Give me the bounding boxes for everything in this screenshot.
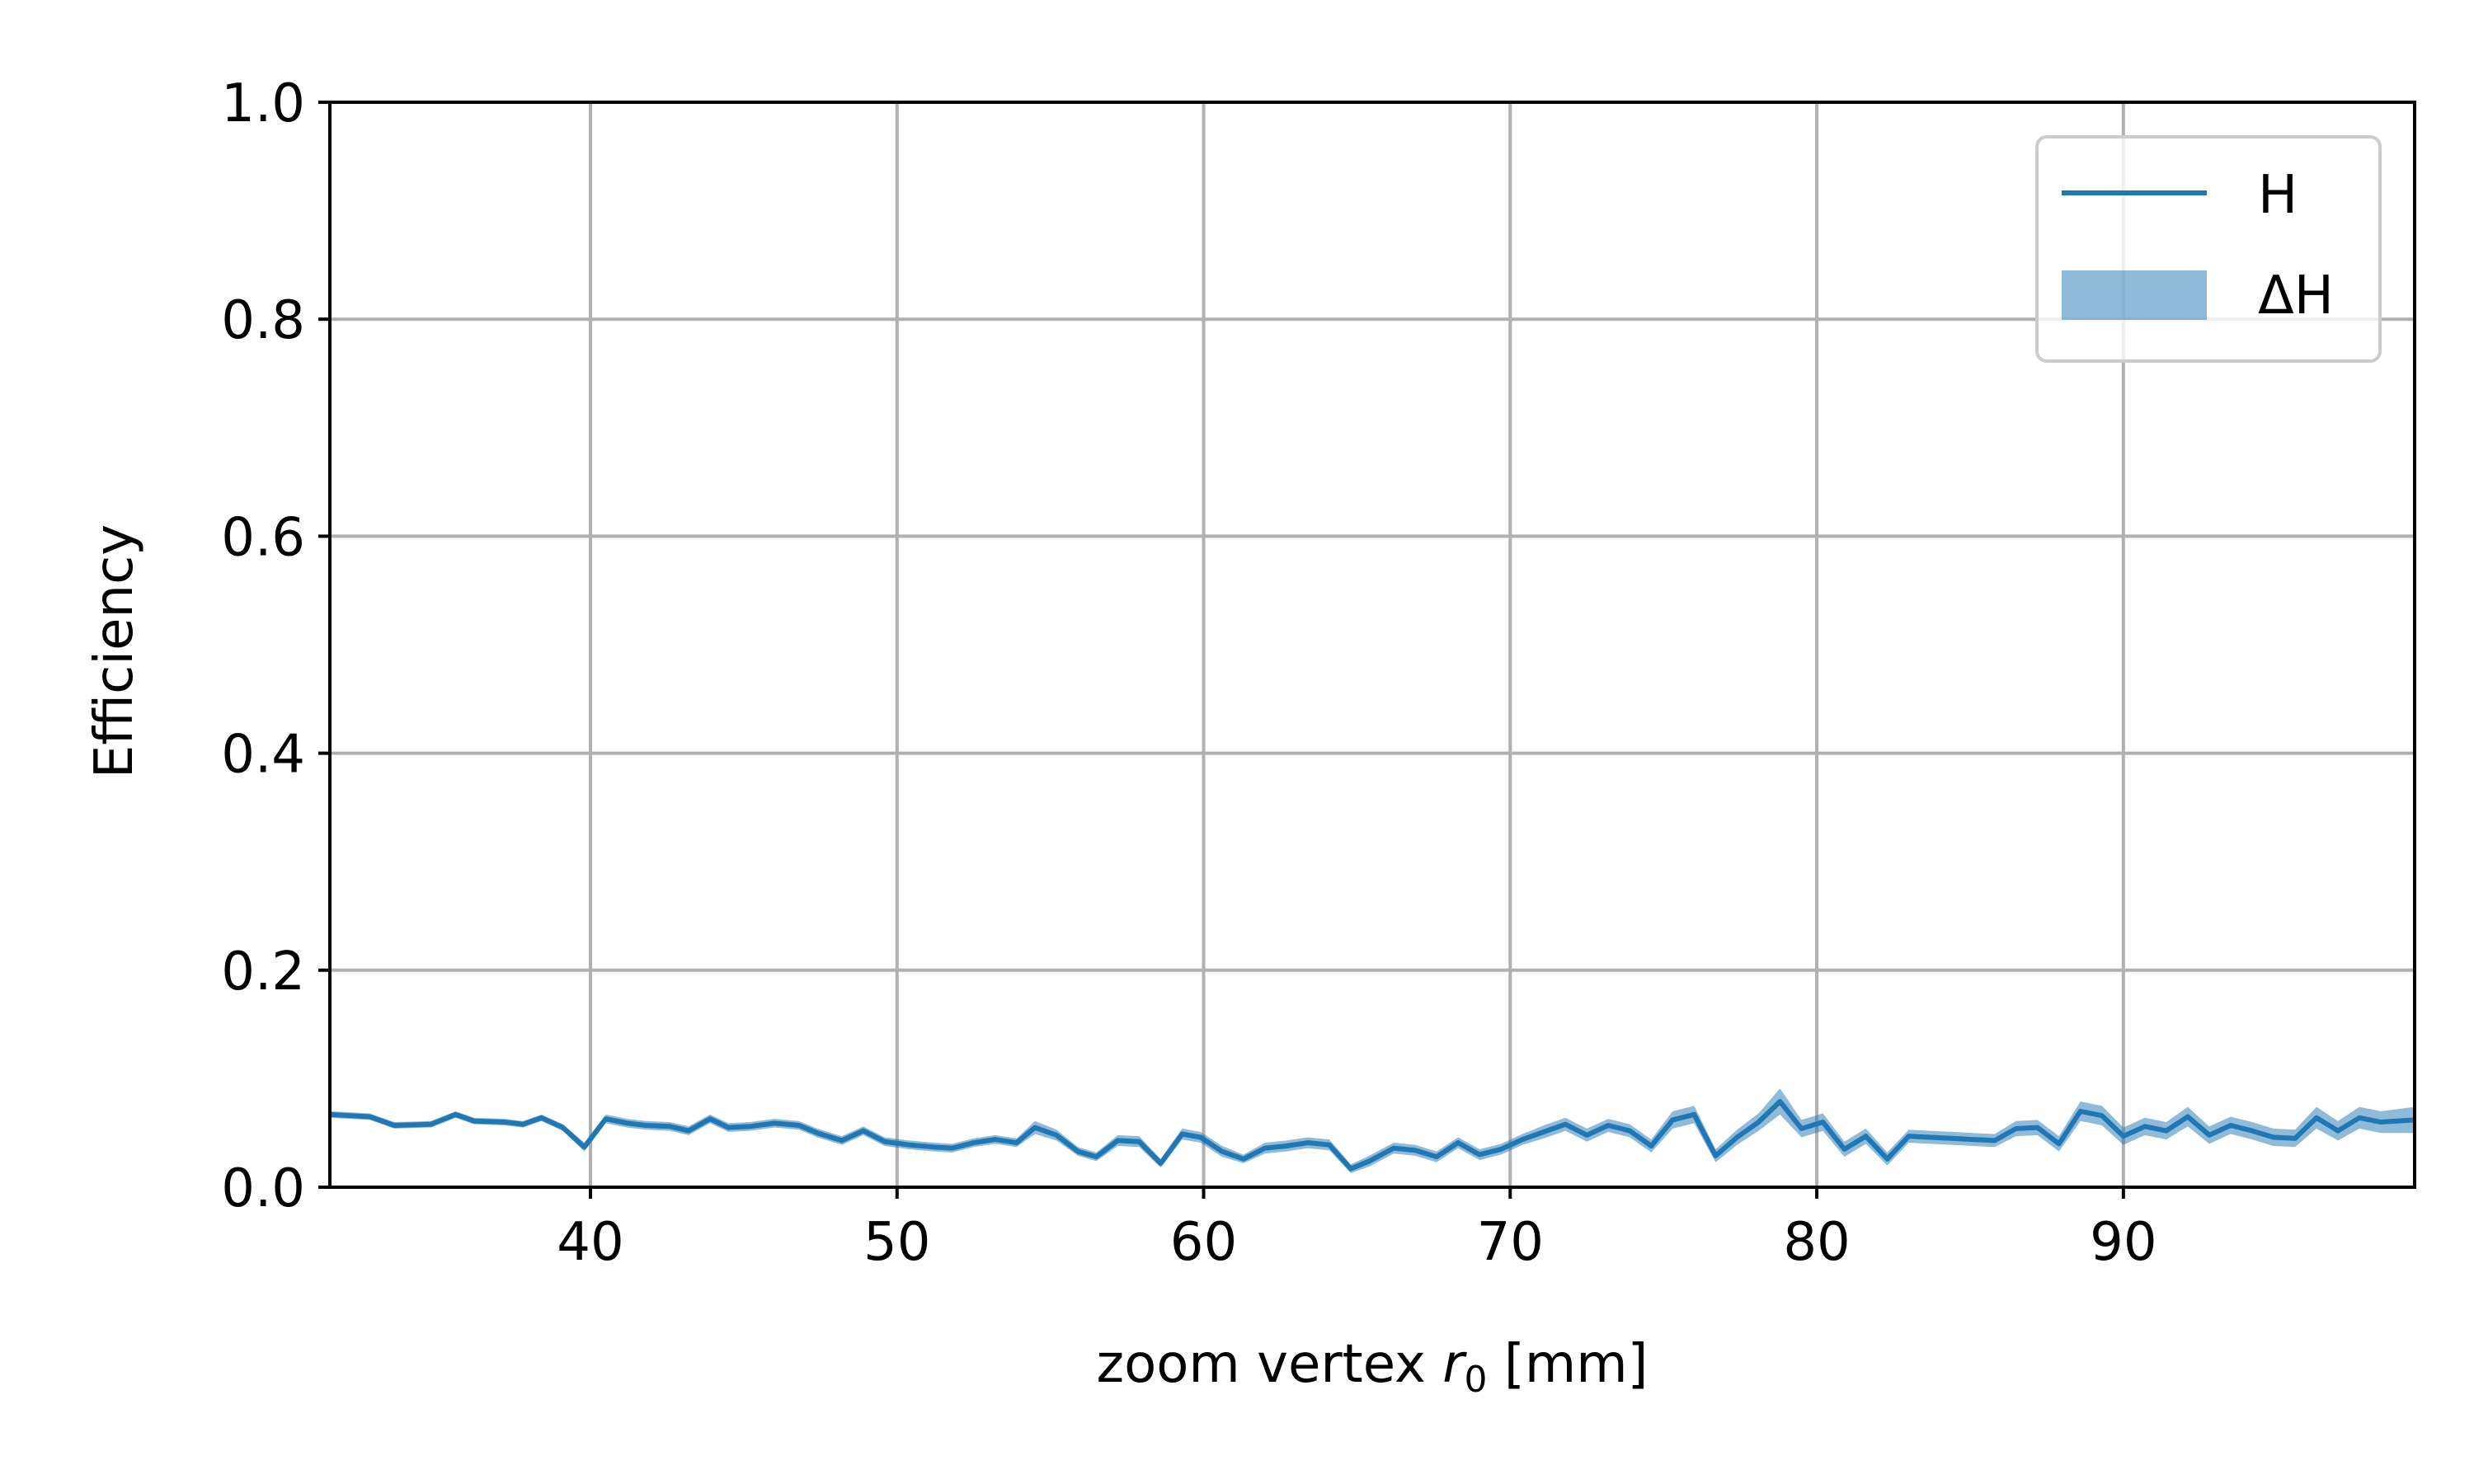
series-line-layer <box>329 1099 2415 1172</box>
plot-frame <box>328 101 2416 1189</box>
legend-box <box>2035 135 2382 363</box>
legend-label-h: H <box>2258 165 2298 226</box>
x-axis-title-suffix: [mm] <box>1488 1334 1649 1395</box>
y-axis-ticks: 0.0 0.2 0.4 0.6 0.8 1.0 <box>221 73 330 1219</box>
legend: H ΔH <box>2035 135 2382 363</box>
x-tick-label-3: 70 <box>1477 1212 1544 1273</box>
y-tick-label-1: 0.2 <box>221 942 305 1003</box>
y-tick-label-0: 0.0 <box>221 1158 305 1219</box>
series-line-0 <box>329 1099 2415 1172</box>
x-axis-ticks: 40 50 60 70 80 90 <box>557 1187 2157 1273</box>
y-tick-label-2: 0.4 <box>221 725 305 786</box>
x-axis-title-prefix: zoom vertex <box>1097 1334 1443 1395</box>
x-tick-label-2: 60 <box>1170 1212 1237 1273</box>
y-tick-label-5: 1.0 <box>221 73 305 134</box>
y-tick-label-3: 0.6 <box>221 507 305 568</box>
y-axis-title: Efficiency <box>84 524 145 778</box>
x-axis-title-sub: 0 <box>1465 1359 1488 1401</box>
legend-band-swatch <box>2062 270 2207 320</box>
x-tick-label-1: 50 <box>863 1212 930 1273</box>
x-axis-title-var: r <box>1442 1334 1467 1395</box>
legend-label-delta-h: ΔH <box>2258 265 2334 326</box>
x-tick-label-5: 90 <box>2090 1212 2157 1273</box>
x-tick-label-0: 40 <box>557 1212 623 1273</box>
x-axis-title: zoom vertex r0 [mm] <box>1097 1334 1649 1401</box>
y-tick-label-4: 0.8 <box>221 290 305 351</box>
x-tick-label-4: 80 <box>1783 1212 1850 1273</box>
